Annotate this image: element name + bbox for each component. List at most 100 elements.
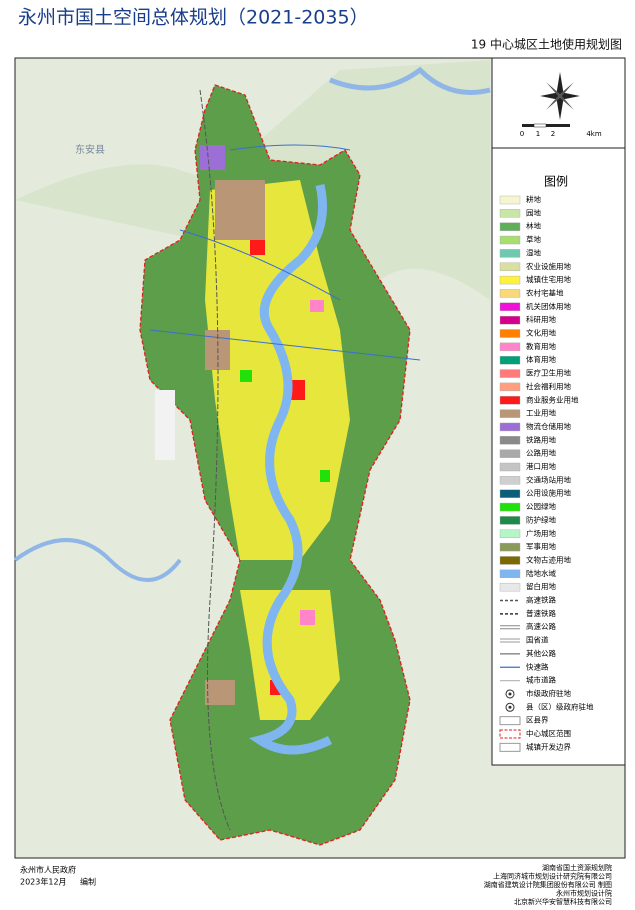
legend-swatch [499,249,521,258]
legend-swatch [499,409,521,418]
legend-label: 留白用地 [526,581,556,591]
legend-label: 港口用地 [526,461,556,471]
legend-swatch [499,302,521,311]
footer-date: 2023年12月 [20,877,67,887]
footer-credit: 上海同济城市规划设计研究院有限公司 [493,872,612,881]
legend-label: 湿地 [526,247,541,257]
legend-label: 商业服务业用地 [526,394,579,404]
legend-label: 广场用地 [526,528,556,538]
legend-label: 物流仓储用地 [526,421,571,431]
legend-label: 耕地 [526,194,541,204]
legend-swatch [499,422,521,432]
legend-swatch [499,462,521,472]
legend-label: 城市道路 [526,675,556,685]
legend-swatch [499,356,521,365]
legend-label: 科研用地 [526,314,556,324]
legend-symbol [508,705,512,709]
legend-label: 市级政府驻地 [526,688,571,698]
legend-label: 公路用地 [526,448,556,458]
legend-label: 教育用地 [526,341,556,351]
legend-symbol [508,692,512,696]
footer-credit: 北京新兴华安智慧科技有限公司 [514,897,612,906]
legend-swatch [499,289,521,298]
legend-label: 城镇住宅用地 [526,274,571,284]
footer-credit: 永州市规划设计院 [556,889,612,898]
footer-publisher: 永州市人民政府 [20,865,76,875]
credits: 湖南省国土资源规划院上海同济城市规划设计研究院有限公司湖南省建筑设计院集团股份有… [484,863,612,906]
legend-label: 机关团体用地 [526,301,571,311]
legend-label: 农业设施用地 [526,261,571,271]
legend-swatch [499,195,521,205]
legend-label: 农村宅基地 [526,287,564,297]
legend-label: 陆地水域 [526,568,556,578]
legend-label: 林地 [526,221,541,231]
legend-label: 高速公路 [526,621,556,631]
footer-action: 编制 [80,877,96,887]
legend-label: 体育用地 [526,354,556,364]
scale-label: 1 [536,130,540,138]
compass [540,72,580,120]
legend-swatch [499,329,521,338]
scale-label: 2 [551,130,555,138]
legend-label: 防护绿地 [526,514,556,524]
legend-swatch [499,716,521,726]
legend-title: 图例 [544,175,568,189]
subtitle: 19 中心城区土地使用规划图 [471,37,622,52]
legend-swatch [499,436,521,445]
place-label: 东安县 [75,143,105,156]
legend: 耕地园地林地草地湿地农业设施用地城镇住宅用地农村宅基地机关团体用地科研用地文化用… [499,194,594,752]
scale-label: 0 [520,130,524,138]
legend-swatch [499,516,521,525]
legend-label: 城镇开发边界 [526,741,571,751]
legend-swatch [499,489,521,498]
legend-swatch [499,262,521,271]
legend-label: 军事用地 [526,541,556,551]
scale-bar: 0 1 2 4km [520,123,602,138]
legend-label: 普速铁路 [526,608,556,618]
legend-label: 工业用地 [526,408,556,418]
legend-swatch [499,369,521,378]
legend-swatch [499,542,521,552]
legend-swatch [499,569,521,578]
legend-swatch [499,342,521,352]
legend-swatch [499,476,521,485]
legend-swatch [499,315,521,325]
legend-panel [491,57,626,766]
map-body: 东安县 [13,60,491,846]
legend-label: 交通场站用地 [526,474,571,484]
legend-swatch [499,449,521,458]
legend-label: 园地 [526,207,541,217]
legend-symbol [505,689,515,699]
legend-swatch [499,382,521,392]
legend-label: 文化用地 [526,328,556,338]
scale-label: 4km [586,130,602,138]
footer-credit: 湖南省建筑设计院集团股份有限公司 制图 [484,880,612,889]
legend-label: 社会福利用地 [526,381,571,391]
legend-label: 公用设施用地 [526,488,571,498]
legend-swatch [499,209,521,218]
legend-label: 快速路 [526,661,549,671]
legend-label: 中心城区范围 [526,728,571,738]
footer-credit: 湖南省国土资源规划院 [542,863,612,872]
legend-swatch [499,235,521,245]
legend-label: 公园绿地 [526,501,556,511]
legend-swatch [499,582,521,592]
legend-swatch [499,529,521,538]
legend-label: 其他公路 [526,648,556,658]
legend-swatch [499,396,521,405]
legend-label: 草地 [526,234,541,244]
legend-swatch [499,556,521,565]
legend-symbol [505,702,515,712]
legend-label: 区县界 [526,716,549,725]
legend-swatch [499,502,521,512]
legend-label: 高速铁路 [526,595,556,605]
legend-swatch [499,222,521,231]
legend-label: 文物古迹用地 [526,554,571,564]
legend-label: 县（区）级政府驻地 [526,701,594,711]
legend-swatch [499,742,521,752]
legend-swatch [499,729,521,739]
legend-swatch [499,275,521,285]
legend-label: 铁路用地 [526,434,556,444]
title: 永州市国土空间总体规划（2021-2035） [18,7,369,29]
